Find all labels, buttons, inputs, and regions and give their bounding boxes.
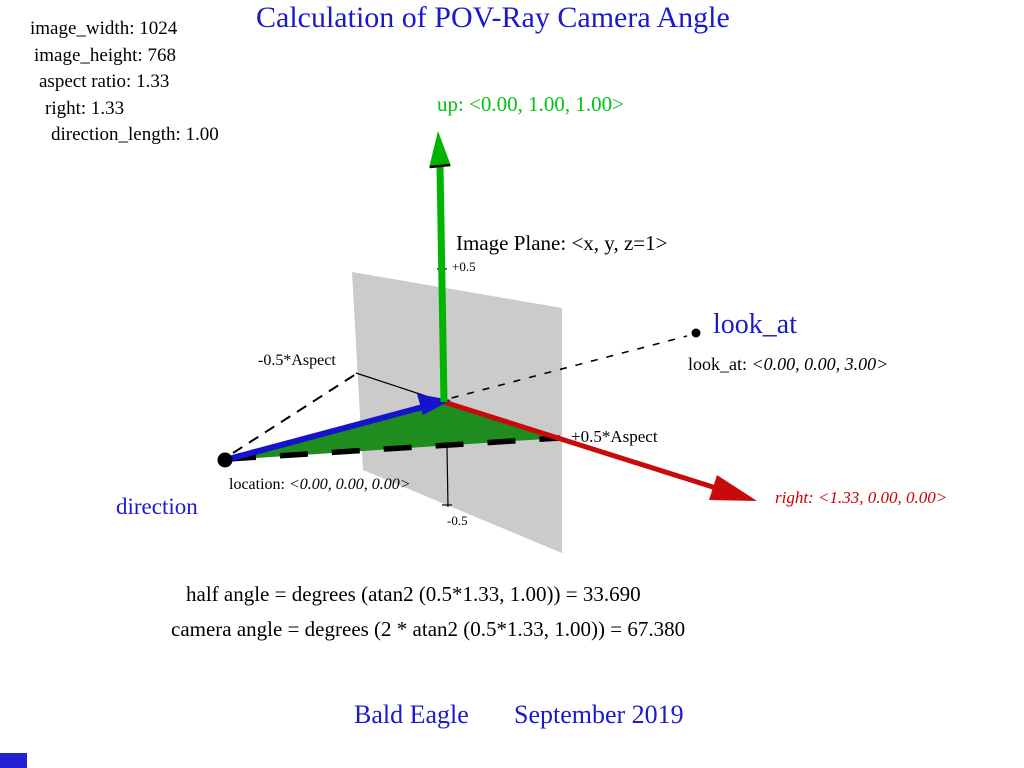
- direction-vector-label: direction: [116, 494, 198, 519]
- right-vector-arrowhead: [709, 475, 757, 501]
- plane-top-tick-label: +0.5: [452, 259, 476, 274]
- location-label: location: <0.00, 0.00, 0.00>: [229, 476, 411, 494]
- half-angle-formula: half angle = degrees (atan2 (0.5*1.33, 1…: [186, 582, 641, 606]
- fov-left-edge-dashed-line: [232, 373, 357, 454]
- look-at-value-prefix: look_at:: [688, 354, 752, 374]
- plane-left-tick-label: -0.5*Aspect: [258, 352, 336, 369]
- image-plane-label: Image Plane: <x, y, z=1>: [456, 231, 668, 255]
- look-at-value-numbers: <0.00, 0.00, 3.00>: [751, 354, 889, 374]
- look-at-value-label: look_at: <0.00, 0.00, 3.00>: [688, 355, 888, 374]
- corner-accent-bar: [0, 753, 27, 768]
- right-vector-label: right: <1.33, 0.00, 0.00>: [775, 488, 948, 507]
- param-right: right: 1.33: [45, 98, 125, 119]
- up-vector-shaft: [436, 166, 448, 403]
- fov-base-dashed-line: [227, 435, 561, 462]
- look-at-dot: [691, 328, 701, 338]
- location-to-lookat-dashed-line: [234, 335, 688, 456]
- credit-author: Bald Eagle: [354, 700, 469, 729]
- right-vector-shaft: [443, 399, 717, 491]
- param-direction-length: direction_length: 1.00: [51, 124, 219, 145]
- plane-bottom-tick-label: -0.5: [447, 513, 468, 528]
- page-title: Calculation of POV-Ray Camera Angle: [256, 1, 730, 34]
- location-label-value: <0.00, 0.00, 0.00>: [288, 476, 411, 493]
- credit-date: September 2019: [514, 700, 684, 729]
- camera-location-dot: [217, 452, 233, 468]
- up-unit-tick: [429, 163, 451, 169]
- up-vector-label: up: <0.00, 1.00, 1.00>: [437, 92, 625, 116]
- up-vector-arrowhead: [429, 131, 451, 168]
- look-at-title: look_at: [713, 309, 797, 340]
- param-aspect-ratio: aspect ratio: 1.33: [39, 71, 170, 92]
- fov-triangle: [225, 402, 560, 460]
- camera-angle-formula: camera angle = degrees (2 * atan2 (0.5*1…: [171, 617, 686, 641]
- direction-vector-shaft: [224, 401, 435, 463]
- location-label-prefix: location:: [229, 476, 289, 493]
- plane-right-tick-label: +0.5*Aspect: [571, 427, 658, 446]
- param-image-width: image_width: 1024: [30, 18, 178, 39]
- param-image-height: image_height: 768: [34, 45, 176, 66]
